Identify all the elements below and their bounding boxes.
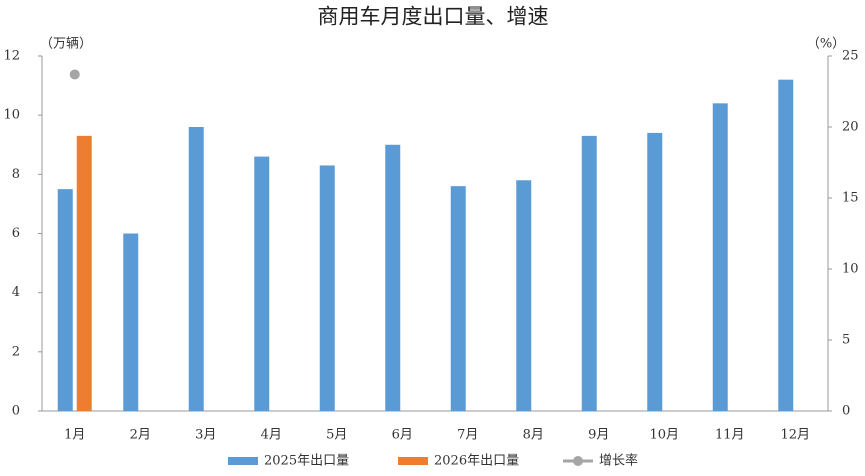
legend-label: 2026年出口量 [434,454,519,469]
bar [581,135,597,411]
x-tick-label: 2月 [130,428,151,443]
y2-tick-label: 10 [842,262,859,277]
x-tick-label: 1月 [64,428,85,443]
y-axis-label: （万辆） [40,37,92,52]
legend-swatch [398,457,428,465]
y-tick-label: 4 [12,285,20,300]
bar [450,186,466,411]
x-tick-label: 7月 [457,428,478,443]
legend-swatch [573,456,583,466]
y-tick-label: 2 [12,344,20,359]
y-tick-label: 0 [12,404,20,419]
chart-title: 商用车月度出口量、增速 [318,5,549,29]
legend-label: 增长率 [599,453,638,469]
x-tick-label: 11月 [715,428,745,443]
x-tick-label: 6月 [392,428,413,443]
bar [647,132,663,411]
growth-point [69,69,80,80]
y-tick-label: 12 [3,49,20,64]
y2-tick-label: 5 [842,333,850,348]
bar [319,165,335,411]
bar [57,189,73,411]
y2-tick-label: 25 [842,49,859,64]
y-tick-label: 6 [12,226,20,241]
x-tick-label: 12月 [780,428,810,443]
x-tick-label: 4月 [261,428,282,443]
x-tick-label: 9月 [588,428,609,443]
x-tick-label: 5月 [326,428,347,443]
bar [188,127,204,411]
y-tick-label: 8 [12,167,20,182]
bar [123,233,139,411]
x-tick-label: 8月 [523,428,544,443]
y-tick-label: 10 [3,108,20,123]
y2-tick-label: 0 [842,404,850,419]
bar [76,135,92,411]
bar [254,156,270,411]
y2-tick-label: 15 [842,191,859,206]
bar [385,144,401,411]
legend-label: 2025年出口量 [264,454,349,469]
y2-tick-label: 20 [842,120,859,135]
y2-axis-label: （%） [807,37,845,52]
bar [712,103,728,411]
bar [516,180,532,411]
x-tick-label: 10月 [649,428,679,443]
bar [778,79,794,412]
legend-swatch [228,457,258,465]
x-tick-label: 3月 [195,428,216,443]
